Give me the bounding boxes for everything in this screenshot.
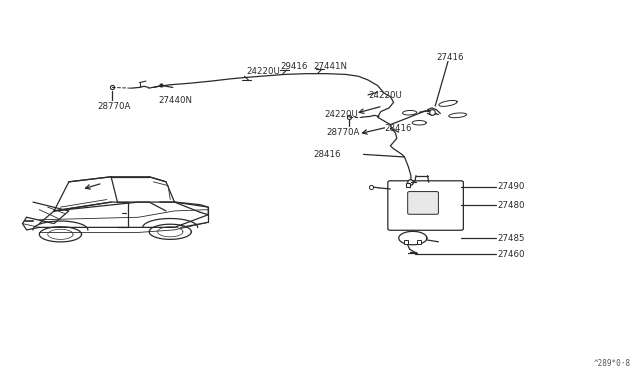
FancyBboxPatch shape bbox=[408, 192, 438, 214]
Text: 28770A: 28770A bbox=[326, 128, 360, 137]
Text: 24220U: 24220U bbox=[246, 67, 280, 76]
Text: 28416: 28416 bbox=[384, 124, 412, 133]
Text: 27441N: 27441N bbox=[314, 62, 348, 71]
FancyBboxPatch shape bbox=[388, 181, 463, 230]
Text: 24220U: 24220U bbox=[368, 92, 402, 100]
Text: 27480: 27480 bbox=[497, 201, 525, 210]
Text: 27440N: 27440N bbox=[159, 96, 193, 105]
Text: 27460: 27460 bbox=[497, 250, 525, 259]
Text: 28770A: 28770A bbox=[97, 102, 131, 110]
Text: 28416: 28416 bbox=[314, 150, 341, 159]
Text: ^289*0·8: ^289*0·8 bbox=[593, 359, 630, 368]
Text: 24220U: 24220U bbox=[324, 110, 358, 119]
Text: 27490: 27490 bbox=[497, 182, 525, 191]
Text: 29416: 29416 bbox=[280, 62, 308, 71]
Text: 27485: 27485 bbox=[497, 234, 525, 243]
Text: 27416: 27416 bbox=[436, 53, 464, 62]
